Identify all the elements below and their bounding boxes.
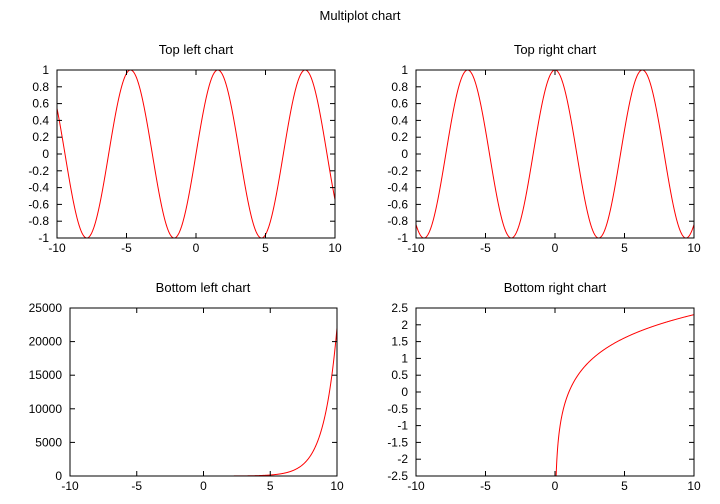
x-tick-label: 10 [687, 479, 701, 493]
y-tick-label: -0.2 [28, 164, 49, 178]
x-tick-label: 0 [552, 479, 559, 493]
y-tick-label: -0.8 [28, 214, 49, 228]
y-tick-label: 2.5 [391, 301, 408, 315]
y-tick-label: 0.5 [391, 368, 408, 382]
y-tick-label: 0.8 [32, 80, 49, 94]
chart-top-left: Top left chart -10 -5 0 5 10-1-0.8-0.6-0.4-0… [28, 42, 342, 255]
y-tick-label: -1 [397, 231, 408, 245]
x-tick-label: 5 [267, 479, 274, 493]
x-tick-label: 0 [552, 241, 559, 255]
y-tick-label: -0.2 [387, 164, 408, 178]
chart-top-right: Top right chart -10 -5 0 5 10-1-0.8-0.6-0.4-… [387, 42, 701, 255]
x-tick-label: -5 [480, 241, 491, 255]
x-tick-label: -5 [121, 241, 132, 255]
y-tick-label: -1 [38, 231, 49, 245]
y-tick-label: -0.5 [387, 402, 408, 416]
x-tick-label: -10 [407, 241, 425, 255]
series-line [416, 70, 694, 238]
plot-frame [69, 307, 338, 477]
series-line [70, 327, 337, 476]
plot-frame [415, 307, 695, 477]
series-line [555, 314, 694, 476]
y-tick-label: 15000 [29, 368, 63, 382]
y-tick-label: -0.8 [387, 214, 408, 228]
y-tick-label: -1.5 [387, 435, 408, 449]
y-tick-label: 20000 [29, 335, 63, 349]
y-tick-label: -0.6 [387, 197, 408, 211]
y-tick-label: -0.4 [28, 181, 49, 195]
x-tick-label: -10 [407, 479, 425, 493]
x-tick-label: 5 [621, 241, 628, 255]
y-tick-label: 10000 [29, 402, 63, 416]
chart-bottom-right: Bottom right chart -10 -5 0 5 10-2.5-2-1.5-1… [387, 280, 701, 504]
y-tick-label: 0.4 [32, 113, 49, 127]
chart-title: Top right chart [514, 42, 597, 57]
y-tick-label: 0.6 [32, 97, 49, 111]
y-tick-label: 1 [401, 63, 408, 77]
x-tick-label: -5 [131, 479, 142, 493]
x-tick-label: 5 [262, 241, 269, 255]
x-tick-label: 10 [328, 241, 342, 255]
x-tick-label: -10 [61, 479, 79, 493]
x-tick-label: 0 [200, 479, 207, 493]
chart-bottom-left: Bottom left chart -10 -5 0 5 10 0 5000 10000 150… [29, 280, 344, 493]
y-tick-label: 0 [42, 147, 49, 161]
y-tick-label: 0.2 [391, 130, 408, 144]
y-tick-label: -2.5 [387, 469, 408, 483]
chart-title: Bottom left chart [156, 280, 251, 295]
y-tick-label: 1 [42, 63, 49, 77]
x-tick-label: 0 [193, 241, 200, 255]
y-tick-label: 0.4 [391, 113, 408, 127]
y-tick-label: 5000 [35, 435, 62, 449]
plot-frame [415, 69, 695, 239]
y-tick-label: 0.6 [391, 97, 408, 111]
y-tick-label: 0 [401, 147, 408, 161]
y-tick-label: 0.8 [391, 80, 408, 94]
chart-title: Bottom right chart [504, 280, 607, 295]
y-tick-label: 2 [401, 318, 408, 332]
y-tick-label: 0.2 [32, 130, 49, 144]
y-tick-label: -0.6 [28, 197, 49, 211]
series-line [57, 70, 335, 238]
x-tick-label: -10 [48, 241, 66, 255]
x-tick-label: 10 [330, 479, 344, 493]
y-tick-label: 0 [401, 385, 408, 399]
x-tick-label: -5 [480, 479, 491, 493]
y-tick-label: 25000 [29, 301, 63, 315]
y-tick-label: -2 [397, 452, 408, 466]
chart-title: Top left chart [159, 42, 234, 57]
x-tick-label: 10 [687, 241, 701, 255]
y-tick-label: -0.4 [387, 181, 408, 195]
y-tick-label: -1 [397, 419, 408, 433]
y-tick-label: 1 [401, 351, 408, 365]
y-tick-label: 0 [55, 469, 62, 483]
series-line-near-zero [555, 493, 556, 504]
page-title: Multiplot chart [320, 8, 401, 23]
x-tick-label: 5 [621, 479, 628, 493]
y-tick-label: 1.5 [391, 335, 408, 349]
